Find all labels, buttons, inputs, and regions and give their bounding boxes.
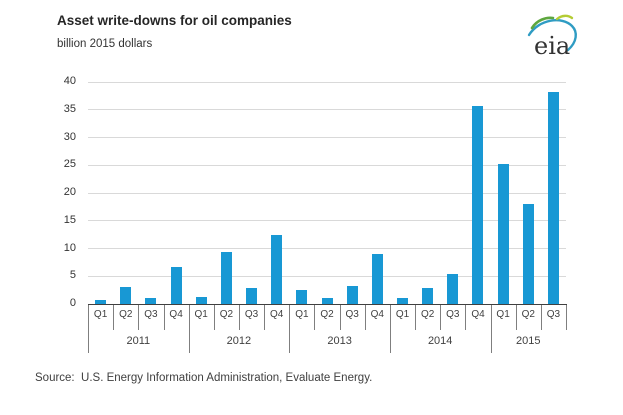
gridline	[88, 164, 566, 166]
quarter-label: Q1	[395, 309, 410, 320]
quarter-separator	[440, 305, 442, 330]
chart-units-label: billion 2015 dollars	[57, 38, 153, 50]
quarter-separator	[314, 305, 316, 330]
gridline	[88, 137, 566, 138]
year-separator	[490, 305, 492, 353]
gridline	[88, 109, 566, 111]
quarter-label: Q2	[219, 309, 234, 320]
quarter-separator	[138, 305, 140, 330]
logo-blue-swoosh-icon	[527, 19, 577, 52]
quarter-label: Q3	[144, 309, 158, 320]
y-tick-label: 25	[63, 158, 76, 171]
page-title: Asset write-downs for oil companies	[57, 13, 292, 28]
quarter-label: Q1	[295, 309, 309, 320]
year-separator	[289, 305, 291, 353]
quarter-label: Q4	[471, 309, 485, 320]
quarter-separator	[566, 305, 567, 330]
y-tick-label: 0	[69, 297, 76, 309]
bar	[497, 164, 509, 304]
bar	[195, 297, 207, 304]
quarter-label: Q4	[370, 309, 384, 320]
logo-green-leaf-icon	[530, 16, 555, 30]
quarter-label: Q1	[496, 309, 510, 320]
quarter-label: Q4	[169, 309, 183, 320]
bar	[547, 92, 559, 304]
year-separator	[188, 305, 190, 353]
quarter-separator	[540, 305, 542, 330]
bar	[371, 254, 383, 304]
source-note: Source: U.S. Energy Information Administ…	[35, 372, 373, 384]
gridline	[88, 275, 566, 277]
bar	[346, 286, 358, 304]
year-separator	[389, 305, 391, 353]
gridline	[88, 248, 566, 249]
bar	[397, 298, 408, 304]
bar	[321, 298, 333, 304]
bar	[145, 298, 157, 304]
year-label: 2012	[226, 335, 252, 347]
bar	[522, 204, 534, 304]
quarter-separator	[113, 305, 115, 330]
quarter-label: Q3	[345, 309, 359, 320]
quarter-separator	[415, 305, 417, 330]
quarter-label: Q3	[244, 309, 259, 320]
quarter-label: Q2	[521, 309, 535, 320]
quarter-label: Q1	[93, 309, 108, 320]
logo-text: eia	[534, 32, 570, 60]
quarter-separator	[213, 305, 215, 330]
y-tick-label: 10	[63, 241, 76, 254]
gridline	[88, 192, 566, 194]
bar	[246, 288, 257, 304]
quarter-separator	[238, 305, 240, 330]
quarter-label: Q2	[421, 309, 435, 320]
eia-logo: eia	[527, 14, 577, 60]
bar	[271, 235, 283, 304]
year-label: 2014	[427, 335, 453, 347]
quarter-separator	[339, 305, 341, 330]
year-separator	[88, 305, 89, 353]
quarter-label: Q2	[119, 309, 133, 320]
bar	[170, 267, 182, 304]
bar	[120, 287, 132, 304]
quarter-separator	[264, 305, 266, 330]
year-label: 2011	[126, 335, 151, 347]
quarter-label: Q2	[320, 309, 334, 320]
quarter-separator	[163, 305, 165, 330]
bar	[95, 300, 107, 304]
quarter-label: Q4	[270, 309, 284, 320]
bar	[220, 252, 232, 304]
bar	[472, 106, 484, 304]
bar	[422, 288, 434, 304]
quarter-separator	[515, 305, 517, 330]
y-tick-label: 20	[63, 186, 76, 198]
quarter-separator	[465, 305, 467, 330]
bar	[447, 274, 459, 304]
year-label: 2013	[327, 335, 352, 347]
y-tick-label: 5	[69, 269, 76, 282]
y-tick-label: 40	[63, 75, 76, 87]
bar	[296, 290, 308, 304]
logo-lime-leaf-icon	[555, 14, 574, 21]
quarter-label: Q3	[446, 309, 460, 320]
y-tick-label: 30	[63, 130, 76, 143]
y-tick-label: 15	[63, 213, 76, 226]
year-label: 2015	[516, 335, 541, 347]
x-axis-line	[88, 304, 567, 305]
gridline	[88, 220, 566, 222]
gridline	[88, 81, 566, 83]
quarter-label: Q1	[194, 309, 208, 320]
y-tick-label: 35	[63, 102, 76, 115]
quarter-label: Q3	[546, 309, 561, 320]
quarter-separator	[364, 305, 366, 330]
